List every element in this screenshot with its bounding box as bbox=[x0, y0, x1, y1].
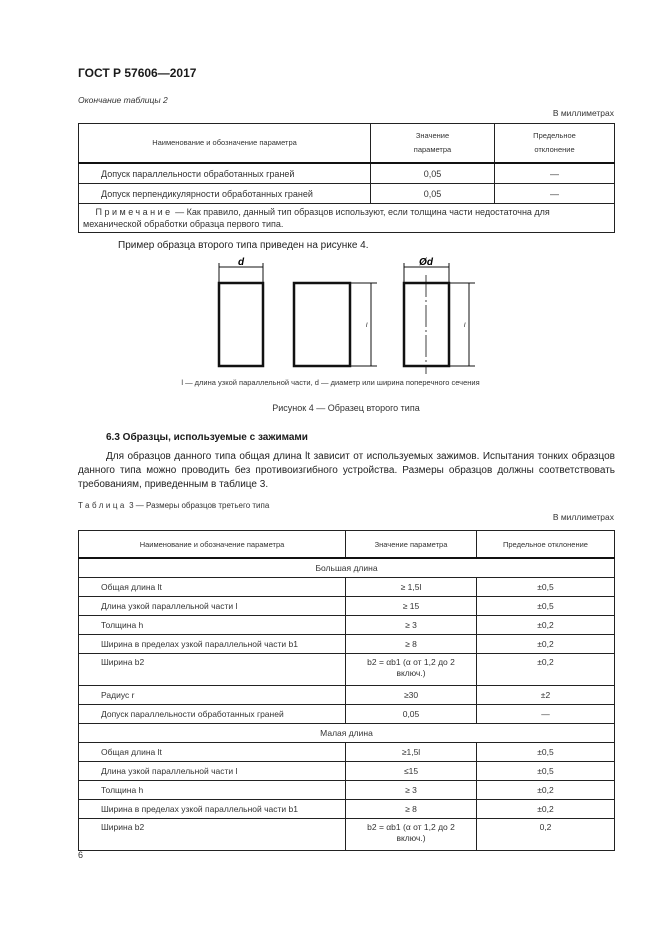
param-tolerance: ±0,5 bbox=[476, 761, 615, 781]
param-tolerance: ±0,5 bbox=[476, 742, 615, 762]
column-header: Наименование и обозначение параметра bbox=[78, 123, 371, 164]
table-row: Радиус r ≥30 ±2 bbox=[78, 685, 615, 705]
param-name: Ширина в пределах узкой параллельной час… bbox=[78, 799, 346, 819]
table-row: Длина узкой параллельной части l ≤15 ±0,… bbox=[78, 761, 615, 781]
label-l: l bbox=[366, 323, 368, 329]
param-value: ≥ 3 bbox=[345, 615, 477, 635]
param-name: Ширина b2 bbox=[78, 818, 346, 851]
param-value: ≤15 bbox=[345, 761, 477, 781]
label-d: d bbox=[238, 257, 245, 268]
param-name: Длина узкой параллельной части l bbox=[78, 761, 346, 781]
document-header: ГОСТ Р 57606—2017 bbox=[78, 66, 197, 80]
table-row: Общая длина lt ≥ 1,5l ±0,5 bbox=[78, 577, 615, 597]
intro-text: Пример образца второго типа приведен на … bbox=[118, 240, 369, 251]
param-tolerance: ±2 bbox=[476, 685, 615, 705]
figure-4-drawing: d Ød l l bbox=[217, 257, 475, 374]
figure-legend: l — длина узкой параллельной части, d — … bbox=[181, 378, 480, 387]
param-tolerance: — bbox=[476, 704, 615, 724]
column-header: Предельное отклонение bbox=[476, 530, 615, 559]
param-tolerance: ±0,5 bbox=[476, 577, 615, 597]
param-name: Ширина b2 bbox=[78, 653, 346, 686]
table-row: Длина узкой параллельной части l ≥ 15 ±0… bbox=[78, 596, 615, 616]
table-3: Наименование и обозначение параметра Знач… bbox=[78, 530, 615, 851]
param-value: 0,05 bbox=[345, 704, 477, 724]
param-tolerance: ±0,2 bbox=[476, 634, 615, 654]
param-name: Допуск параллельности обработанных гране… bbox=[78, 704, 346, 724]
param-name: Общая длина lt bbox=[78, 742, 346, 762]
table-row: Ширина в пределах узкой параллельной час… bbox=[78, 634, 615, 654]
column-header: Значение параметра bbox=[345, 530, 477, 559]
table-row: Допуск параллельности обработанных гране… bbox=[78, 162, 615, 184]
param-name: Толщина h bbox=[78, 615, 346, 635]
param-value: ≥ 3 bbox=[345, 780, 477, 800]
param-tolerance: ±0,2 bbox=[476, 653, 615, 686]
table-row: Ширина b2 b2 = αb1 (α от 1,2 до 2 включ.… bbox=[78, 818, 615, 851]
param-tolerance: ±0,2 bbox=[476, 780, 615, 800]
param-tolerance: ±0,2 bbox=[476, 799, 615, 819]
param-value: ≥ 8 bbox=[345, 799, 477, 819]
param-name: Толщина h bbox=[78, 780, 346, 800]
group-row: Большая длина bbox=[78, 557, 615, 578]
table-row: Толщина h ≥ 3 ±0,2 bbox=[78, 615, 615, 635]
specimen-rect-2 bbox=[292, 281, 352, 368]
figure-caption: Рисунок 4 — Образец второго типа bbox=[272, 403, 420, 413]
param-value: ≥1,5l bbox=[345, 742, 477, 762]
param-tolerance: ±0,5 bbox=[476, 596, 615, 616]
param-name: Общая длина lt bbox=[78, 577, 346, 597]
specimen-rect-1 bbox=[217, 281, 265, 368]
column-header: Наименование и обозначение параметра bbox=[78, 530, 346, 559]
group-row: Малая длина bbox=[78, 723, 615, 743]
param-tolerance: 0,2 bbox=[476, 818, 615, 851]
label-l: l bbox=[464, 323, 466, 329]
table3-caption: Таблица 3 — Размеры образцов третьего ти… bbox=[78, 501, 270, 510]
table-2: Наименование и обозначение параметра Зна… bbox=[78, 123, 615, 233]
table-row: Допуск перпендикулярности обработанных г… bbox=[78, 183, 615, 204]
table2-caption: Окончание таблицы 2 bbox=[78, 95, 168, 105]
label-diam-d: Ød bbox=[419, 257, 434, 268]
table3-unit: В миллиметрах bbox=[552, 512, 614, 522]
param-value: b2 = αb1 (α от 1,2 до 2 включ.) bbox=[345, 653, 477, 686]
page-number: 6 bbox=[78, 850, 84, 860]
table-note: Примечание — Как правило, данный тип обр… bbox=[78, 203, 615, 233]
param-name: Радиус r bbox=[78, 685, 346, 705]
table-row: Толщина h ≥ 3 ±0,2 bbox=[78, 780, 615, 800]
param-value: ≥30 bbox=[345, 685, 477, 705]
param-value: ≥ 8 bbox=[345, 634, 477, 654]
param-value: ≥ 15 bbox=[345, 596, 477, 616]
section-title: 6.3 Образцы, используемые с зажимами bbox=[106, 432, 308, 443]
table-row: Ширина в пределах узкой параллельной час… bbox=[78, 799, 615, 819]
param-value: b2 = αb1 (α от 1,2 до 2 включ.) bbox=[345, 818, 477, 851]
section-paragraph: Для образцов данного типа общая длина lt… bbox=[78, 451, 615, 490]
param-name: Длина узкой параллельной части l bbox=[78, 596, 346, 616]
specimen-rect-3 bbox=[402, 281, 451, 368]
table-header-row: Наименование и обозначение параметра Знач… bbox=[78, 530, 615, 559]
param-value: ≥ 1,5l bbox=[345, 577, 477, 597]
table-row: Общая длина lt ≥1,5l ±0,5 bbox=[78, 742, 615, 762]
group-title: Большая длина bbox=[78, 557, 615, 578]
param-name: Ширина в пределах узкой параллельной час… bbox=[78, 634, 346, 654]
table-header-row: Наименование и обозначение параметра Зна… bbox=[78, 123, 615, 164]
group-title: Малая длина bbox=[78, 723, 615, 743]
table-row: Допуск параллельности обработанных гране… bbox=[78, 704, 615, 724]
table-note-row: Примечание — Как правило, данный тип обр… bbox=[78, 203, 615, 233]
column-header: Значение параметра bbox=[370, 123, 495, 164]
column-header: Предельное отклонение bbox=[494, 123, 615, 164]
table2-unit: В миллиметрах bbox=[552, 108, 614, 118]
table-row: Ширина b2 b2 = αb1 (α от 1,2 до 2 включ.… bbox=[78, 653, 615, 686]
param-tolerance: ±0,2 bbox=[476, 615, 615, 635]
